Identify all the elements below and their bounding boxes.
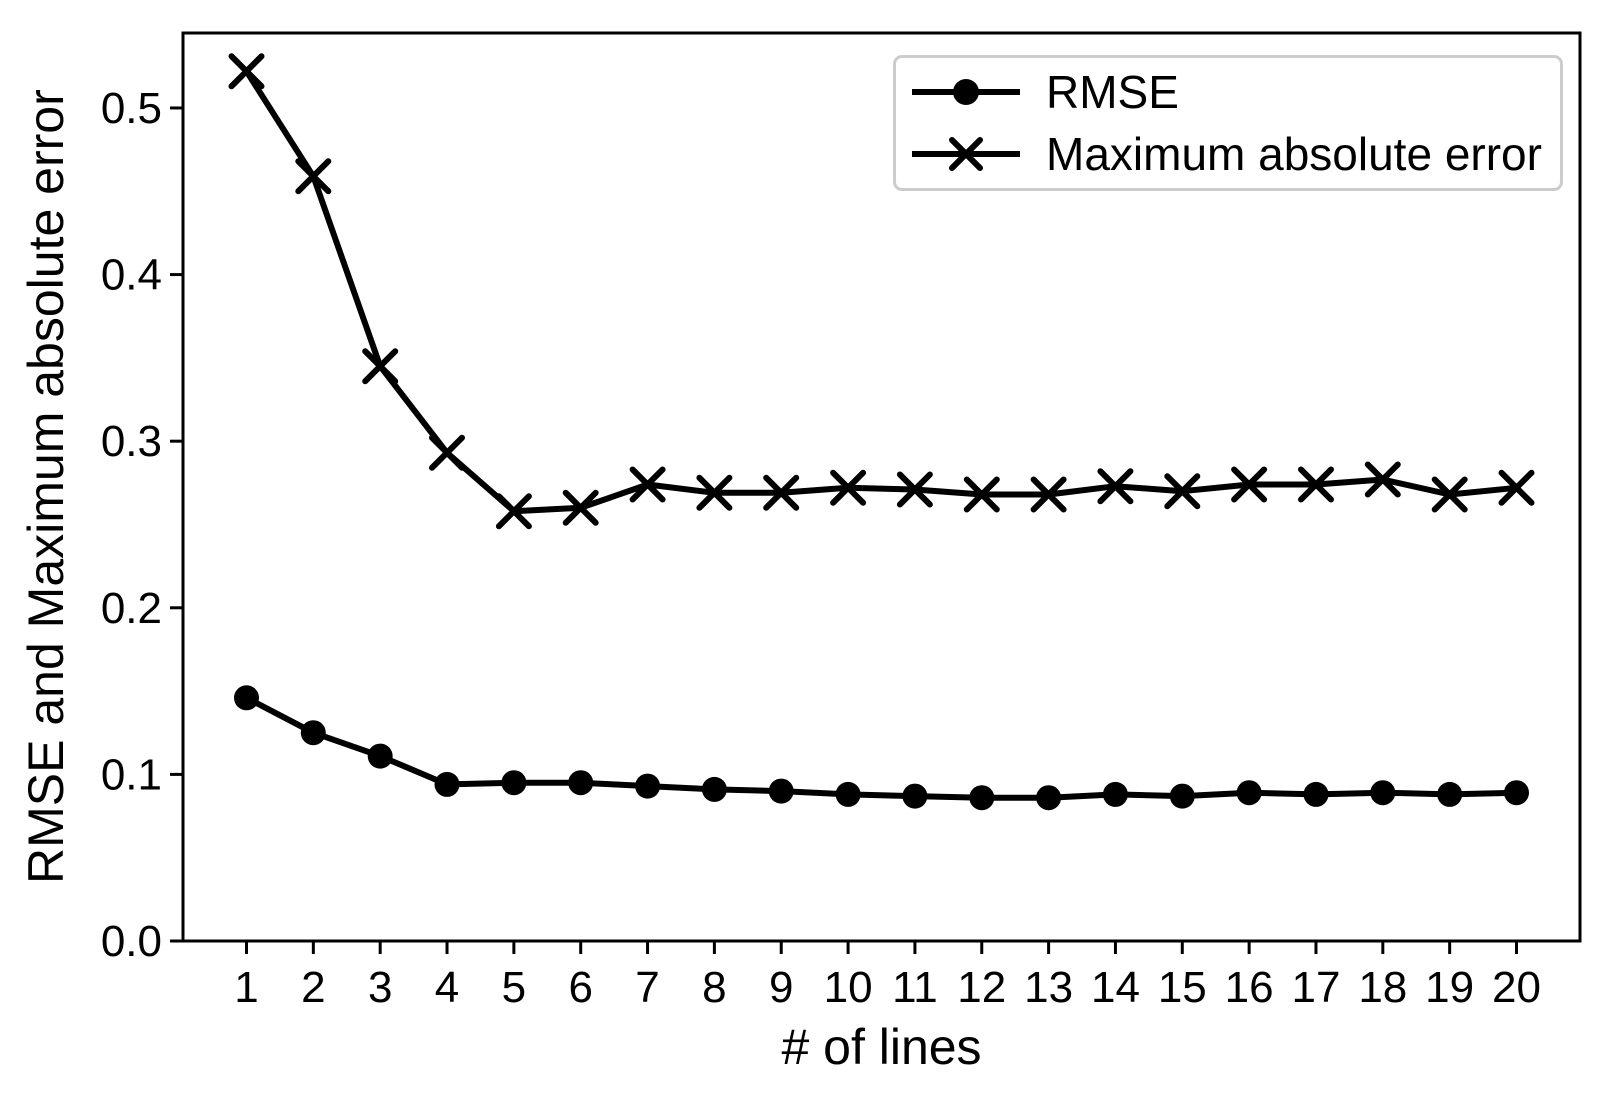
legend: RMSE Maximum absolute error [893, 55, 1563, 191]
maximum-absolute-error-marker [562, 489, 599, 526]
x-tick-label: 5 [502, 963, 526, 1012]
maximum-absolute-error-marker [429, 434, 465, 471]
x-tick-label: 17 [1291, 963, 1340, 1012]
legend-item-rmse: RMSE [910, 65, 1560, 119]
rmse-marker [501, 770, 527, 796]
maximum-absolute-error-marker [1164, 473, 1201, 510]
maximum-absolute-error-marker [1231, 466, 1268, 503]
rmse-marker [234, 685, 259, 711]
rmse-marker [1370, 780, 1396, 806]
x-tick-label: 15 [1158, 963, 1207, 1012]
y-tick-label: 0.4 [101, 251, 162, 300]
maximum-absolute-error-marker [228, 53, 265, 90]
x-tick-label: 13 [1024, 963, 1073, 1012]
y-tick-label: 0.3 [101, 417, 162, 466]
maximum-absolute-error-marker [696, 474, 733, 511]
rmse-marker [1102, 781, 1128, 807]
x-tick-label: 4 [435, 963, 459, 1012]
rmse-marker [1169, 783, 1195, 809]
maximum-absolute-error-marker [1097, 468, 1134, 505]
x-tick-label: 9 [769, 963, 793, 1012]
rmse-marker [1236, 780, 1262, 806]
rmse-marker [367, 743, 393, 769]
maximum-absolute-error-marker [896, 471, 933, 508]
maximum-absolute-error-marker [963, 476, 1000, 513]
rmse-marker [969, 785, 995, 811]
rmse-marker [300, 720, 326, 746]
legend-item-max-abs-error: Maximum absolute error [910, 127, 1560, 181]
rmse-marker [768, 778, 794, 804]
rmse-marker [1303, 781, 1329, 807]
axes-frame [181, 31, 1582, 943]
legend-label-max-abs-error: Maximum absolute error [1046, 127, 1542, 180]
y-tick-label: 0.1 [101, 750, 162, 799]
x-tick-label: 8 [702, 963, 726, 1012]
maximum-absolute-error-marker [629, 466, 666, 503]
line-circle-marker-icon [912, 79, 1020, 106]
rmse-marker [1504, 780, 1529, 806]
maximum-absolute-error-marker [1498, 469, 1535, 506]
y-tick-label: 0.0 [101, 917, 162, 966]
x-tick-label: 12 [957, 963, 1006, 1012]
rmse-marker [1036, 785, 1062, 811]
x-tick-label: 1 [234, 963, 258, 1012]
maximum-absolute-error-marker [1431, 476, 1468, 513]
rmse-marker [835, 781, 861, 807]
line-x-marker-icon [912, 136, 1020, 171]
x-tick-label: 11 [892, 963, 938, 1012]
legend-label-rmse: RMSE [1046, 66, 1179, 119]
maximum-absolute-error-marker [830, 469, 867, 506]
maximum-absolute-error-marker [295, 158, 332, 195]
rmse-marker [434, 771, 460, 797]
rmse-marker [902, 783, 928, 809]
y-axis-label: RMSE and Maximum absolute error [18, 89, 74, 885]
maximum-absolute-error-marker [763, 474, 800, 511]
x-tick-label: 20 [1492, 963, 1541, 1012]
y-tick-label: 0.2 [101, 584, 162, 633]
x-tick-label: 3 [368, 963, 392, 1012]
maximum-absolute-error-marker [1298, 466, 1334, 503]
x-tick-label: 19 [1425, 963, 1474, 1012]
x-axis-label: # of lines [781, 1019, 982, 1075]
x-tick-label: 18 [1358, 963, 1407, 1012]
maximum-absolute-error-marker [1364, 461, 1401, 498]
rmse-marker [635, 773, 661, 799]
x-tick-label: 16 [1225, 963, 1274, 1012]
x-tick-label: 14 [1091, 963, 1140, 1012]
x-tick-label: 6 [568, 963, 592, 1012]
x-tick-label: 2 [301, 963, 325, 1012]
x-tick-label: 7 [635, 963, 659, 1012]
maximum-absolute-error-marker [495, 493, 532, 530]
y-tick-label: 0.5 [101, 84, 162, 133]
rmse-marker [701, 776, 727, 802]
rmse-marker [1437, 781, 1463, 807]
maximum-absolute-error-marker [362, 348, 399, 385]
maximum-absolute-error-marker [1030, 476, 1067, 513]
x-tick-label: 10 [824, 963, 873, 1012]
rmse-marker [568, 770, 594, 796]
